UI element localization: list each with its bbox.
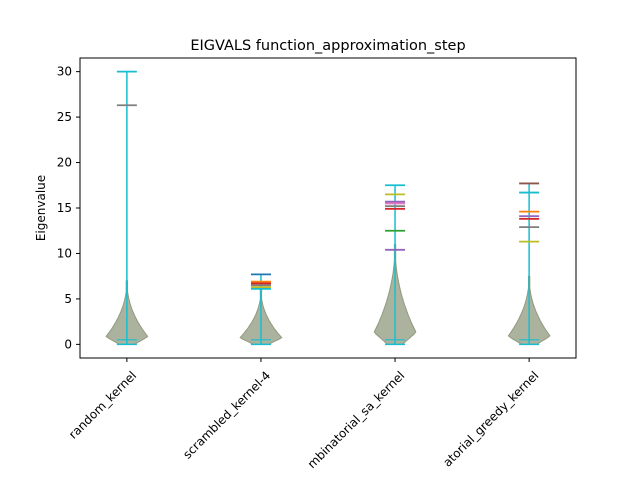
violin-2 xyxy=(239,273,283,346)
chart-title: EIGVALS function_approximation_step xyxy=(190,38,465,54)
x-tick-label-group: atorial_greedy_kernel xyxy=(440,368,541,469)
x-tick-label-group: mbinatorial_sa_kernel xyxy=(305,368,408,471)
violins-group xyxy=(105,70,551,346)
y-tick-label: 15 xyxy=(57,201,72,215)
violin-1 xyxy=(105,70,149,346)
y-axis-label: Eigenvalue xyxy=(34,175,48,241)
y-tick-label: 25 xyxy=(57,110,72,124)
violin-4 xyxy=(507,182,551,346)
x-tick-label: random_kernel xyxy=(66,368,139,441)
y-tick-label: 20 xyxy=(57,156,72,170)
x-axis: random_kernel scrambled_kernel-4 mbinatori… xyxy=(66,358,541,471)
x-tick-label-group: scrambled_kernel-4 xyxy=(180,368,273,461)
y-tick-label: 30 xyxy=(57,65,72,79)
y-axis: 0 5 10 15 20 25 30 xyxy=(57,65,80,351)
x-tick-label: atorial_greedy_kernel xyxy=(440,368,541,469)
x-tick-label: scrambled_kernel-4 xyxy=(180,368,273,461)
x-tick-label: mbinatorial_sa_kernel xyxy=(305,368,408,471)
plot-frame xyxy=(79,57,577,359)
y-tick-label: 0 xyxy=(64,337,72,351)
violin-3 xyxy=(373,184,417,346)
x-tick-label-group: random_kernel xyxy=(66,368,139,441)
y-tick-label: 10 xyxy=(57,246,72,260)
y-tick-label: 5 xyxy=(64,292,72,306)
